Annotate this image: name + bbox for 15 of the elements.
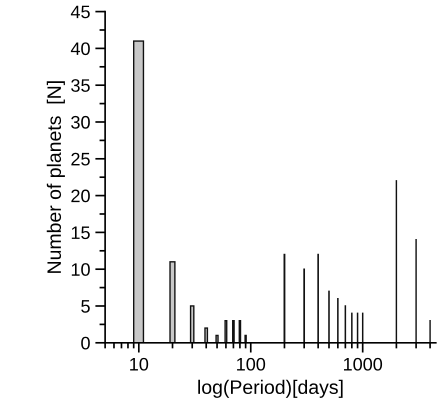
y-tick-label: 25 bbox=[71, 152, 90, 166]
y-tick-label: 35 bbox=[71, 79, 90, 92]
y-tick-label: 15 bbox=[72, 226, 90, 240]
y-axis-title: Number of planets [N] bbox=[46, 81, 65, 273]
y-tick-label: 40 bbox=[70, 42, 90, 56]
y-tick-label: 30 bbox=[71, 116, 90, 129]
x-tick-label: 100 bbox=[237, 358, 266, 371]
x-tick-label: 1000 bbox=[344, 358, 382, 371]
y-tick-label: 10 bbox=[72, 263, 90, 276]
y-tick-label: 20 bbox=[71, 190, 90, 202]
y-tick-label: 0 bbox=[81, 336, 90, 350]
x-tick-label: 10 bbox=[130, 358, 148, 371]
y-tick-label: 45 bbox=[70, 6, 90, 18]
x-axis-title: log(Period)[days] bbox=[198, 380, 343, 398]
y-tick-label: 5 bbox=[81, 300, 90, 313]
